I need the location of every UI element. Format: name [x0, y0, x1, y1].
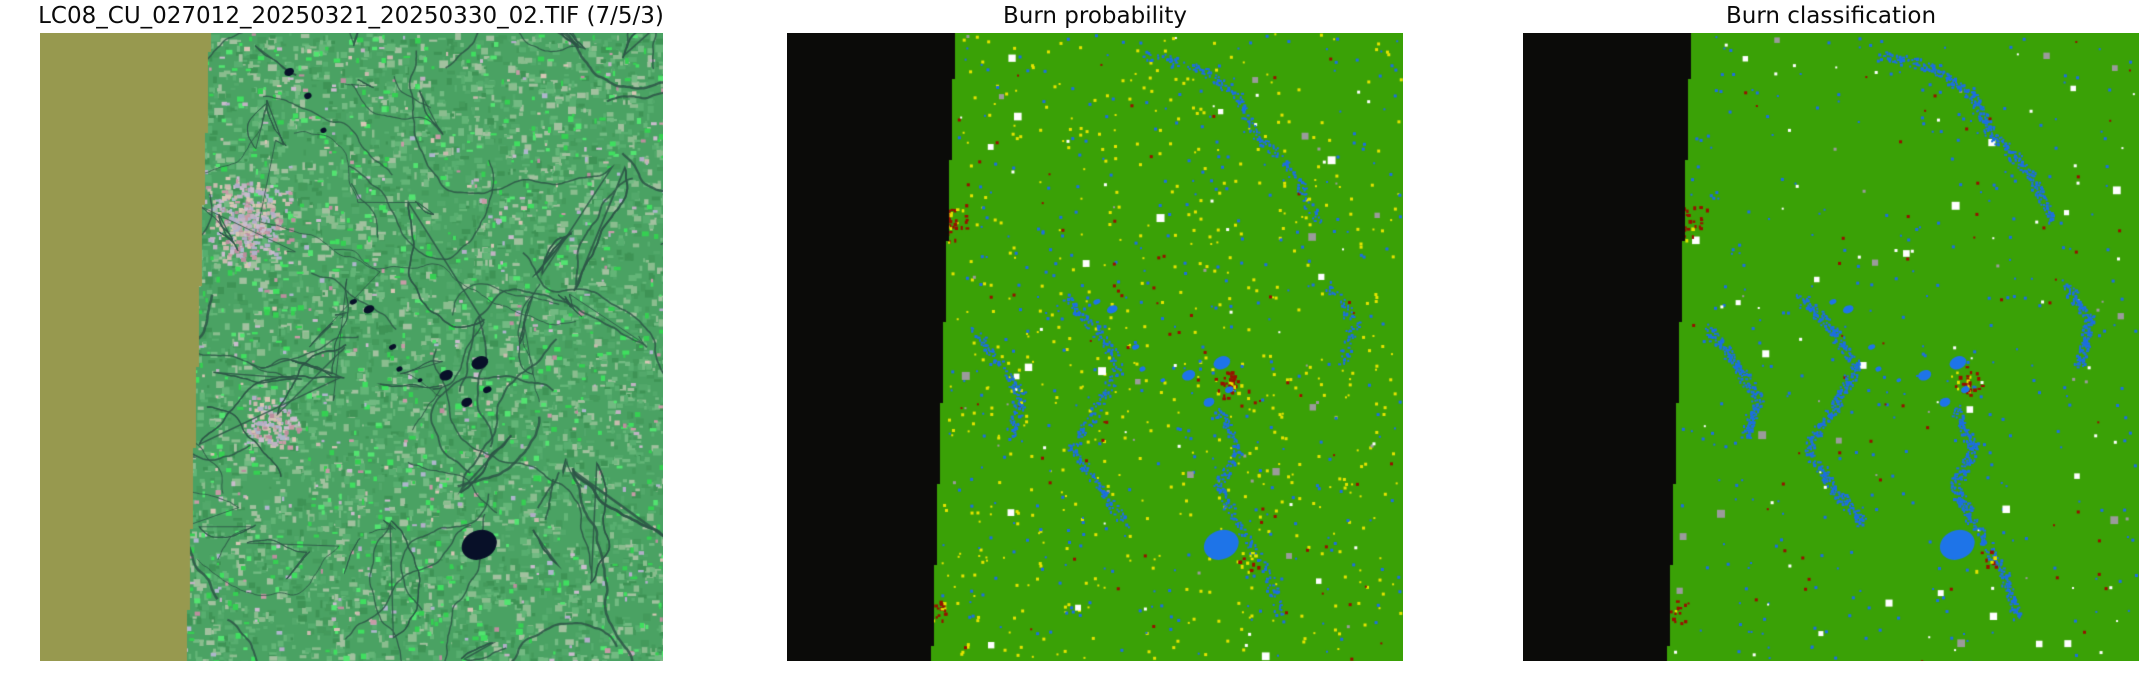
burn-probability-panel — [787, 33, 1403, 661]
rgb-composite-panel — [40, 33, 663, 661]
panel-title-rgb-composite: LC08_CU_027012_20250321_20250330_02.TIF … — [38, 3, 664, 29]
panel-title-burn-probability: Burn probability — [1002, 3, 1188, 29]
panel-title-burn-classification: Burn classification — [1725, 3, 1937, 29]
burn-classification-panel — [1523, 33, 2139, 661]
